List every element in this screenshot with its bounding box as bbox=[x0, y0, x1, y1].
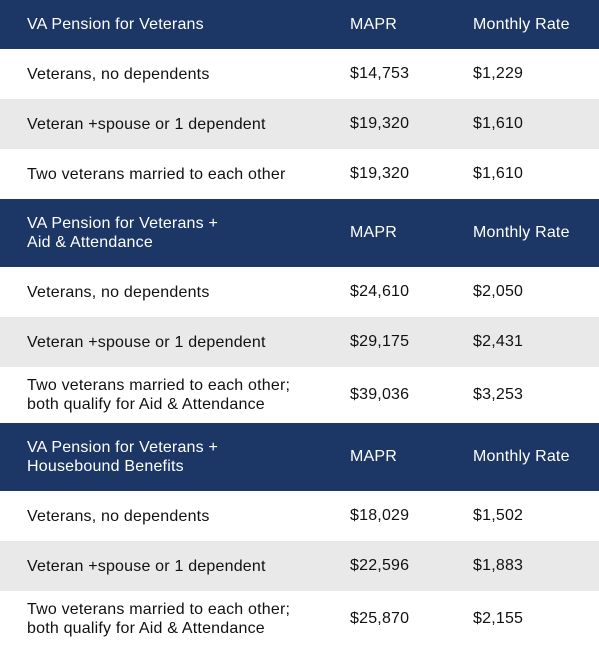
table-row: Veterans, no dependents $14,753 $1,229 bbox=[0, 49, 599, 99]
mapr-value: $19,320 bbox=[350, 115, 410, 132]
section-title-line: VA Pension for Veterans bbox=[27, 16, 204, 33]
row-label: Veteran +spouse or 1 dependent bbox=[0, 557, 350, 576]
row-label-line: Two veterans married to each other; bbox=[27, 601, 291, 618]
mapr-value: $14,753 bbox=[350, 65, 410, 82]
monthly-rate-value: $1,610 bbox=[473, 115, 524, 132]
table-row: Veterans, no dependents $24,610 $2,050 bbox=[0, 267, 599, 317]
row-label-line: Veterans, no dependents bbox=[27, 65, 210, 83]
row-label-line: Veterans, no dependents bbox=[27, 507, 210, 525]
section-title: VA Pension for Veterans bbox=[0, 15, 350, 34]
monthly-rate-value: $2,155 bbox=[473, 610, 524, 627]
table-row: Veterans, no dependents $18,029 $1,502 bbox=[0, 491, 599, 541]
table-row: Two veterans married to each other; both… bbox=[0, 367, 599, 423]
table-row: Veteran +spouse or 1 dependent $29,175 $… bbox=[0, 317, 599, 367]
monthly-rate-value: $1,502 bbox=[473, 507, 524, 524]
monthly-rate-value: $2,431 bbox=[473, 333, 524, 350]
row-label-line: both qualify for Aid & Attendance bbox=[27, 620, 265, 637]
section-title-line: Housebound Benefits bbox=[27, 458, 184, 475]
column-header-mapr: MAPR bbox=[350, 448, 398, 465]
monthly-rate-value: $3,253 bbox=[473, 386, 524, 403]
column-header-monthly-rate: Monthly Rate bbox=[473, 224, 570, 241]
mapr-value: $24,610 bbox=[350, 283, 410, 300]
mapr-value: $25,870 bbox=[350, 610, 410, 627]
column-header-mapr: MAPR bbox=[350, 224, 398, 241]
table-row: Veteran +spouse or 1 dependent $22,596 $… bbox=[0, 541, 599, 591]
row-label: Two veterans married to each other; both… bbox=[0, 600, 350, 638]
mapr-value: $29,175 bbox=[350, 333, 410, 350]
row-label-line: both qualify for Aid & Attendance bbox=[27, 396, 265, 413]
column-header-monthly-rate: Monthly Rate bbox=[473, 15, 570, 33]
section-title-line: VA Pension for Veterans + bbox=[27, 439, 219, 456]
row-label: Veteran +spouse or 1 dependent bbox=[0, 333, 350, 352]
column-header-mapr: MAPR bbox=[350, 15, 398, 33]
section-title-line: VA Pension for Veterans + bbox=[27, 215, 219, 232]
table-row: Two veterans married to each other $19,3… bbox=[0, 149, 599, 199]
row-label-line: Veteran +spouse or 1 dependent bbox=[27, 333, 266, 351]
section-header-housebound: VA Pension for Veterans + Housebound Ben… bbox=[0, 423, 599, 491]
section-title-line: Aid & Attendance bbox=[27, 234, 153, 251]
monthly-rate-value: $1,229 bbox=[473, 65, 524, 82]
row-label: Two veterans married to each other; both… bbox=[0, 376, 350, 414]
row-label: Veterans, no dependents bbox=[0, 65, 350, 84]
row-label-line: Two veterans married to each other; bbox=[27, 377, 291, 394]
section-title: VA Pension for Veterans + Aid & Attendan… bbox=[0, 214, 350, 252]
table-row: Two veterans married to each other; both… bbox=[0, 591, 599, 647]
mapr-value: $19,320 bbox=[350, 165, 410, 182]
section-title: VA Pension for Veterans + Housebound Ben… bbox=[0, 438, 350, 476]
monthly-rate-value: $1,883 bbox=[473, 557, 524, 574]
row-label: Veterans, no dependents bbox=[0, 507, 350, 526]
mapr-value: $18,029 bbox=[350, 507, 410, 524]
monthly-rate-value: $2,050 bbox=[473, 283, 524, 300]
row-label: Veteran +spouse or 1 dependent bbox=[0, 115, 350, 134]
row-label: Veterans, no dependents bbox=[0, 283, 350, 302]
column-header-monthly-rate: Monthly Rate bbox=[473, 448, 570, 465]
monthly-rate-value: $1,610 bbox=[473, 165, 524, 182]
table-row: Veteran +spouse or 1 dependent $19,320 $… bbox=[0, 99, 599, 149]
section-header-va-pension: VA Pension for Veterans MAPR Monthly Rat… bbox=[0, 0, 599, 49]
mapr-value: $22,596 bbox=[350, 557, 410, 574]
row-label-line: Veteran +spouse or 1 dependent bbox=[27, 557, 266, 575]
row-label-line: Veteran +spouse or 1 dependent bbox=[27, 115, 266, 133]
row-label: Two veterans married to each other bbox=[0, 165, 350, 184]
section-header-aid-attendance: VA Pension for Veterans + Aid & Attendan… bbox=[0, 199, 599, 267]
row-label-line: Two veterans married to each other bbox=[27, 165, 286, 183]
mapr-value: $39,036 bbox=[350, 386, 410, 403]
row-label-line: Veterans, no dependents bbox=[27, 283, 210, 301]
